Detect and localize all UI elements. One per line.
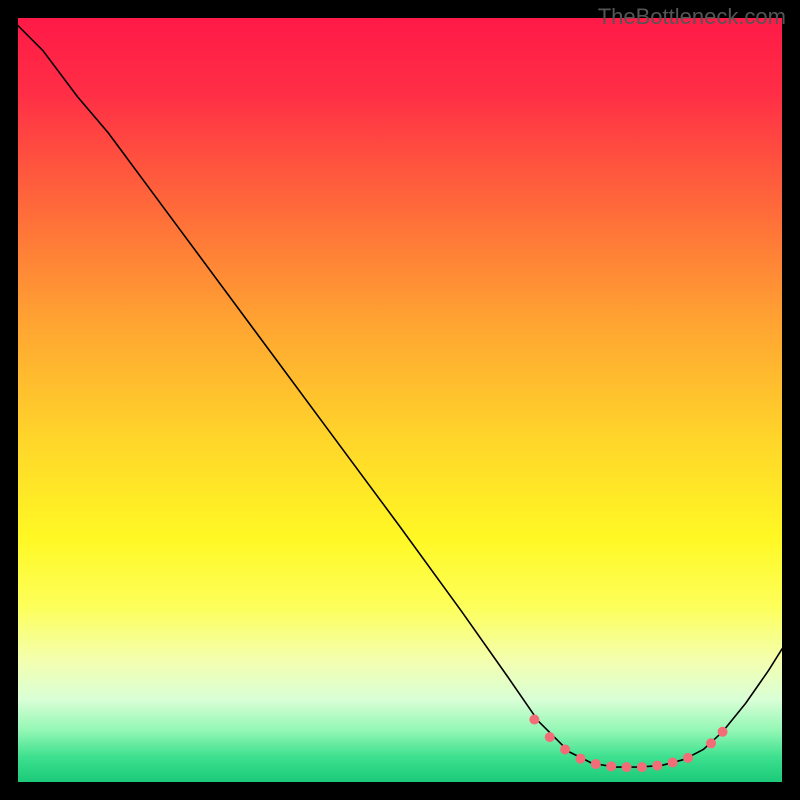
chart-background [16, 16, 784, 784]
marker-dot [591, 759, 601, 769]
marker-dot [652, 761, 662, 771]
marker-dot [637, 762, 647, 772]
chart-svg [16, 16, 784, 784]
marker-dot [718, 727, 728, 737]
marker-dot [668, 758, 678, 768]
marker-dot [575, 754, 585, 764]
marker-dot [560, 744, 570, 754]
marker-dot [706, 738, 716, 748]
chart-container [16, 16, 784, 784]
marker-dot [606, 761, 616, 771]
watermark-text: TheBottleneck.com [598, 4, 786, 30]
marker-dot [529, 714, 539, 724]
marker-dot [545, 732, 555, 742]
marker-dot [683, 753, 693, 763]
marker-dot [622, 762, 632, 772]
